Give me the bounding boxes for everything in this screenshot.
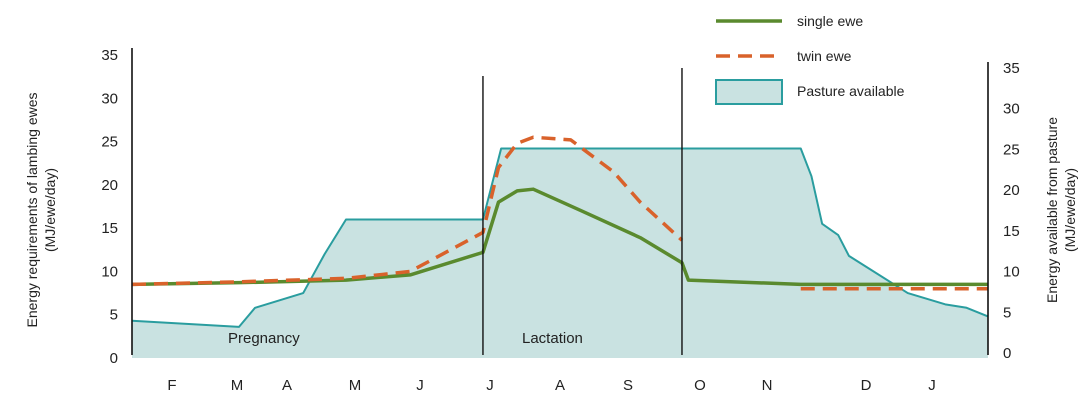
phase-labels: Pregnancy Lactation xyxy=(228,330,583,347)
legend: single ewe twin ewe Pasture available xyxy=(715,13,905,105)
x-tick-7: S xyxy=(623,377,633,394)
pasture-area-outline xyxy=(131,147,989,328)
series-line-1 xyxy=(131,135,684,287)
legend-single-ewe-label: single ewe xyxy=(797,13,863,29)
x-tick-11: J xyxy=(928,377,936,394)
right-tick-10: 10 xyxy=(1003,264,1020,281)
series-line-0 xyxy=(131,187,988,287)
right-tick-20: 20 xyxy=(1003,182,1020,199)
x-tick-2: A xyxy=(282,377,292,394)
phase-label-1: Lactation xyxy=(522,330,583,347)
right-tick-25: 25 xyxy=(1003,141,1020,158)
x-tick-8: O xyxy=(694,377,706,394)
series-lines-layer xyxy=(131,135,988,291)
left-tick-5: 5 xyxy=(110,307,118,324)
left-tick-0: 0 xyxy=(110,350,118,367)
left-tick-35: 35 xyxy=(101,47,118,64)
right-axis-title: Energy available from pasture xyxy=(1044,117,1060,303)
right-tick-labels: 0 5 10 15 20 25 30 35 xyxy=(1003,60,1020,362)
left-axis-unit: (MJ/ewe/day) xyxy=(42,168,58,252)
right-tick-5: 5 xyxy=(1003,304,1011,321)
legend-pasture-label: Pasture available xyxy=(797,83,905,99)
legend-twin-ewe-label: twin ewe xyxy=(797,48,852,64)
left-axis-title: Energy requirements of lambing ewes xyxy=(24,92,40,327)
right-tick-35: 35 xyxy=(1003,60,1020,77)
pasture-area-fill xyxy=(132,148,988,358)
phase-dividers xyxy=(482,68,683,355)
left-tick-15: 15 xyxy=(101,220,118,237)
x-tick-4: J xyxy=(416,377,424,394)
right-axis-unit: (MJ/ewe/day) xyxy=(1062,168,1078,252)
left-tick-25: 25 xyxy=(101,134,118,151)
legend-pasture-swatch xyxy=(715,79,783,105)
x-tick-3: M xyxy=(349,377,362,394)
left-tick-10: 10 xyxy=(101,263,118,280)
right-tick-15: 15 xyxy=(1003,223,1020,240)
left-tick-labels: 0 5 10 15 20 25 30 35 xyxy=(101,47,118,367)
phase-label-0: Pregnancy xyxy=(228,330,300,347)
left-tick-20: 20 xyxy=(101,177,118,194)
x-tick-0: F xyxy=(167,377,176,394)
x-tick-5: J xyxy=(486,377,494,394)
x-tick-10: D xyxy=(861,377,872,394)
x-tick-6: A xyxy=(555,377,565,394)
left-tick-30: 30 xyxy=(101,90,118,107)
right-tick-30: 30 xyxy=(1003,101,1020,118)
right-tick-0: 0 xyxy=(1003,345,1011,362)
pasture-area-layer xyxy=(131,147,989,358)
x-tick-1: M xyxy=(231,377,244,394)
x-tick-9: N xyxy=(762,377,773,394)
